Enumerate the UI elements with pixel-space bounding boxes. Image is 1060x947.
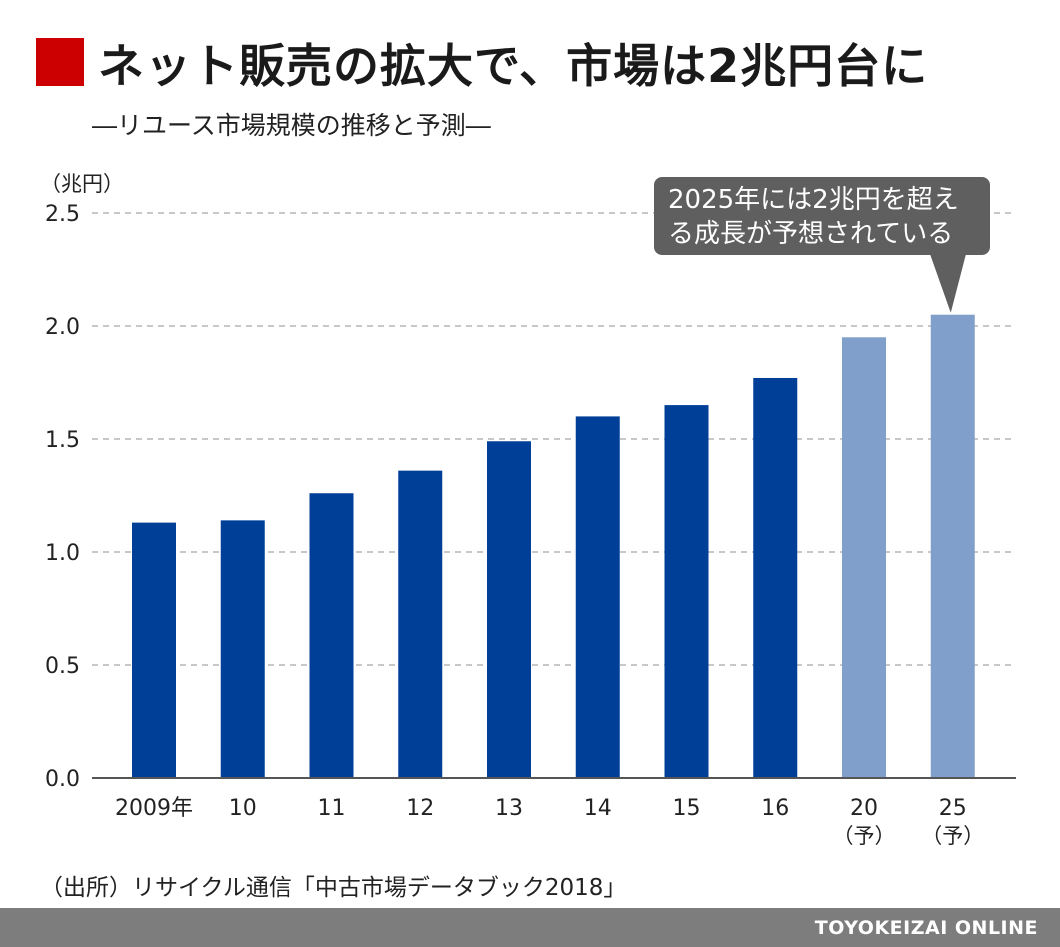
x-tick-label: 25 bbox=[939, 796, 967, 821]
y-tick-label: 2.5 bbox=[45, 202, 80, 227]
bar bbox=[398, 470, 443, 778]
y-tick-label: 2.0 bbox=[45, 315, 80, 340]
callout-pointer bbox=[930, 254, 966, 313]
title-marker bbox=[36, 38, 84, 86]
x-tick-label: 13 bbox=[495, 796, 523, 821]
x-tick-label: 10 bbox=[229, 796, 257, 821]
x-tick-note: （予） bbox=[833, 824, 896, 848]
y-tick-label: 1.0 bbox=[45, 541, 80, 566]
bar bbox=[753, 377, 798, 778]
y-axis-unit: （兆円） bbox=[40, 172, 124, 196]
x-tick-note: （予） bbox=[921, 824, 984, 848]
publisher-label: TOYOKEIZAI ONLINE bbox=[814, 917, 1038, 939]
y-tick-label: 0.5 bbox=[45, 654, 80, 679]
callout-line-1: 2025年には2兆円を超え bbox=[668, 185, 959, 215]
x-tick-label: 16 bbox=[761, 796, 789, 821]
x-tick-label: 2009年 bbox=[115, 796, 193, 821]
x-tick-label: 11 bbox=[318, 796, 346, 821]
y-tick-label: 0.0 bbox=[45, 767, 80, 792]
bar bbox=[487, 441, 531, 778]
x-tick-label: 14 bbox=[584, 796, 612, 821]
callout-line-2: る成長が予想されている bbox=[668, 219, 954, 249]
chart-subtitle: ―リユース市場規模の推移と予測― bbox=[92, 111, 491, 140]
x-tick-label: 20 bbox=[850, 796, 878, 821]
bar bbox=[220, 520, 265, 778]
bar bbox=[309, 493, 354, 778]
footer-bar: TOYOKEIZAI ONLINE bbox=[0, 908, 1060, 947]
bar bbox=[575, 416, 620, 778]
bar bbox=[132, 522, 176, 778]
x-tick-label: 12 bbox=[406, 796, 434, 821]
y-tick-label: 1.5 bbox=[45, 428, 80, 453]
bar bbox=[930, 314, 975, 778]
x-tick-label: 15 bbox=[673, 796, 701, 821]
chart-title: ネット販売の拡大で、市場は2兆円台に bbox=[98, 39, 929, 93]
forecast-callout: 2025年には2兆円を超え る成長が予想されている bbox=[654, 177, 990, 255]
bar-chart: 0.0 0.5 1.0 1.5 2.0 2.5 2009年 10 11 12 13 14 15 16 20 （… bbox=[45, 202, 1016, 848]
source-note: （出所）リサイクル通信「中古市場データブック2018」 bbox=[40, 875, 627, 901]
bar bbox=[842, 337, 886, 778]
bar bbox=[664, 405, 709, 778]
